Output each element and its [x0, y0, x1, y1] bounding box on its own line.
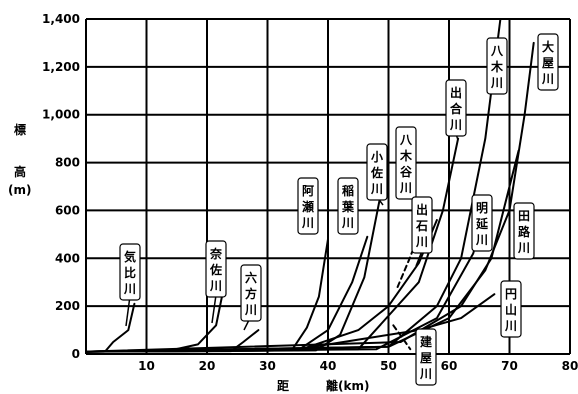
callout-label-12: 田路川: [517, 209, 531, 255]
series-line-12: [85, 149, 520, 353]
x-tick-label-30: 30: [259, 359, 276, 373]
x-tick-label-10: 10: [138, 359, 155, 373]
tick-layer: 0 200 400 600 800 1,000 1,200 1,400 10 20 30 40 50 60…: [42, 12, 578, 373]
callout-label-8: 出合川: [449, 85, 463, 132]
series-line-13: [85, 293, 496, 353]
callout-box-3: [297, 177, 319, 235]
y-tick-label-600: 600: [55, 203, 80, 217]
callout-box-11: [537, 33, 559, 91]
y-tick-label-800: 800: [55, 156, 80, 170]
y-tick-label-1400: 1,400: [42, 12, 80, 26]
callout-label-7: 出石川: [415, 202, 428, 249]
callout-label-9: 八木川: [490, 44, 504, 90]
y-axis-title-line3: (m): [8, 183, 31, 197]
callout-label-11: 大屋川: [541, 39, 554, 86]
y-axis-title-line2: 高: [14, 164, 26, 179]
y-axis-title-line1: 標: [14, 122, 26, 137]
y-tick-label-0: 0: [72, 347, 80, 361]
callout-leader-1: [211, 294, 217, 324]
callout-label-13: 円山川: [504, 287, 517, 333]
callout-box-0: [119, 243, 141, 301]
callout-label-4: 稲葉川: [341, 183, 355, 230]
x-tick-label-50: 50: [380, 359, 397, 373]
y-tick-label-1000: 1,000: [42, 108, 80, 122]
x-axis-title-left: 距: [277, 379, 289, 393]
callout-box-2: [240, 264, 262, 322]
x-tick-label-20: 20: [199, 359, 216, 373]
callout-label-2: 六方川: [244, 270, 257, 317]
callout-box-7: [411, 196, 433, 254]
callout-label-10: 明延川: [475, 201, 489, 247]
callout-box-10: [471, 194, 493, 252]
callout-label-14: 建屋川: [419, 334, 433, 381]
x-axis-title-right: 離(km): [326, 378, 369, 393]
callout-label-5: 小佐川: [370, 149, 383, 196]
y-tick-label-400: 400: [55, 251, 80, 265]
x-tick-label-80: 80: [562, 359, 578, 373]
series-line-14: [392, 324, 412, 351]
callout-label-3: 阿瀬川: [301, 184, 314, 230]
y-tick-label-1200: 1,200: [42, 60, 80, 74]
x-tick-label-70: 70: [501, 359, 518, 373]
callout-box-8: [445, 79, 467, 137]
callout-label-0: 気比川: [123, 249, 136, 296]
callout-box-14: [415, 328, 437, 386]
callout-box-9: [486, 37, 508, 95]
callout-box-13: [500, 280, 522, 338]
callout-box-4: [337, 177, 359, 235]
callout-box-12: [513, 202, 535, 260]
callout-box-6: [395, 126, 417, 200]
callout-label-6: 八木谷川: [399, 133, 413, 195]
x-tick-label-60: 60: [441, 359, 458, 373]
callout-label-1: 奈佐川: [209, 246, 223, 293]
x-tick-label-40: 40: [320, 359, 337, 373]
series-line-11: [85, 41, 535, 353]
y-tick-label-200: 200: [55, 299, 80, 313]
callout-box-1: [205, 240, 227, 298]
callout-box-5: [366, 143, 388, 201]
callout-leader-0: [125, 295, 131, 327]
